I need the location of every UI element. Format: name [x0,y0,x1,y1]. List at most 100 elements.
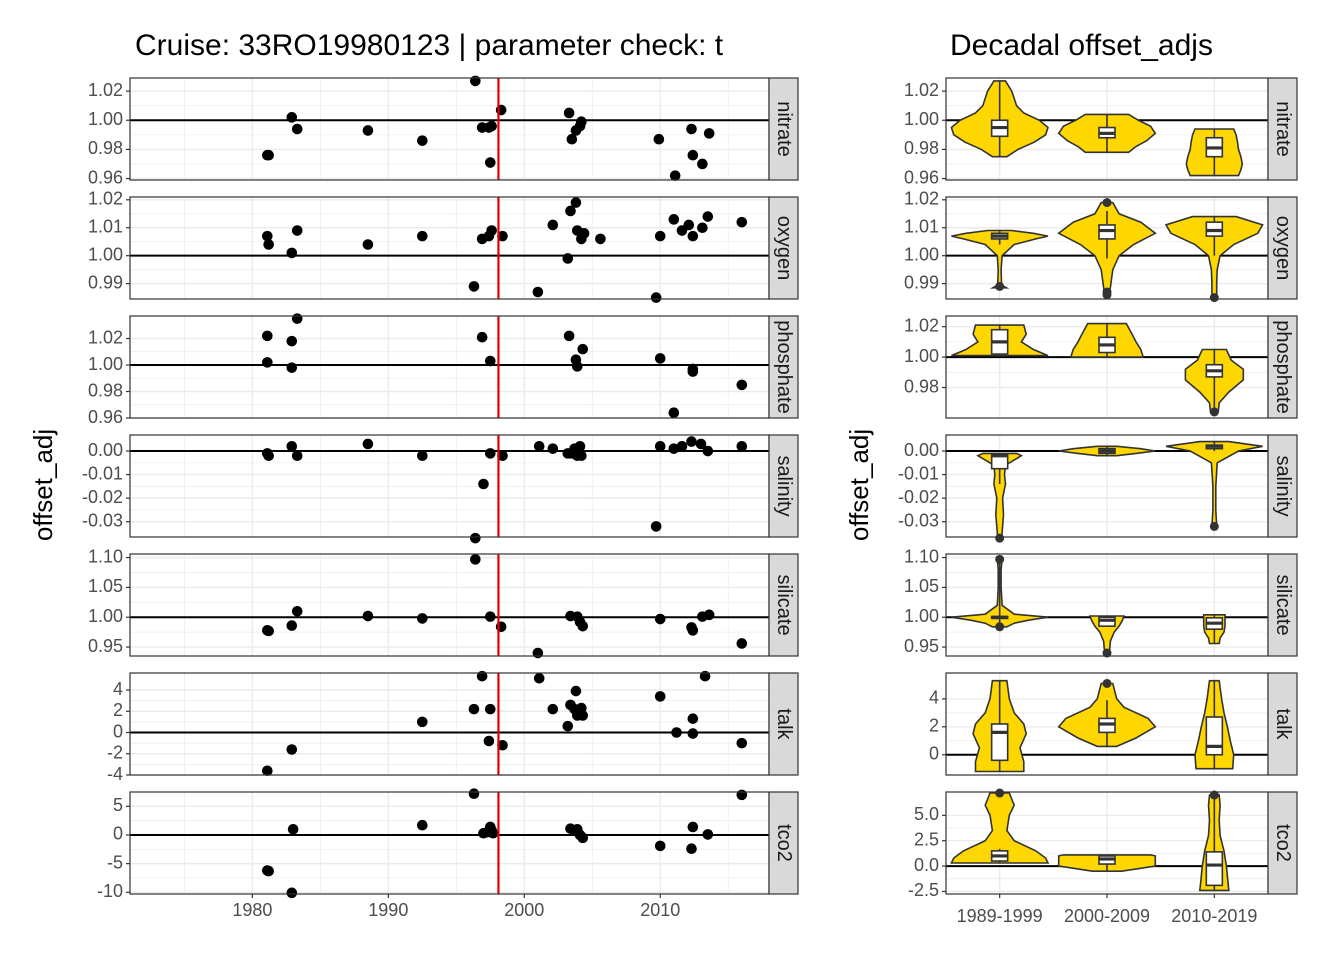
left-panel-phosphate-point [262,330,273,342]
right-x-tick-label: 1989-1999 [957,906,1043,926]
left-panel-salinity-point [263,450,274,462]
left-panel-silicate-point [263,625,274,637]
left-panel-oxygen-point [565,205,576,217]
left-panel-tco2-point [654,840,666,852]
right-panel-tco2-strip [1267,791,1298,895]
left-panel-oxygen-point [570,197,582,208]
right-panel-phosphate-outlier [1209,407,1219,417]
left-panel-nitrate-point [566,133,578,145]
right-panel-oxygen-outlier [1102,198,1112,208]
left-panel-phosphate-point [577,343,589,355]
right-panel-talk-y-tick-label: 0 [929,743,939,763]
left-panel-tco2-point [577,832,589,844]
left-panel-salinity-y-tick-label: -0.03 [82,510,123,530]
left-panel-oxygen-point [417,230,428,242]
left-panel-tco2: -10 -5 0 5 1980 1990 2000 2010 [97,788,769,920]
right-panel-nitrate-y-tick-label: 0.98 [904,138,939,158]
left-panel-nitrate-point [417,135,428,146]
left-panel-oxygen-point [668,214,680,225]
left-panel-silicate-point [362,610,374,622]
left-panel-oxygen: 0.99 1.00 1.01 1.02 [88,189,769,303]
left-panel-tco2-strip-label: tco2 [773,824,795,862]
left-panel-salinity-point [574,441,586,452]
left-panel-phosphate-point [484,355,496,367]
left-panel-talk-point [562,720,574,732]
right-panel-nitrate-y-tick-label: 1.02 [904,80,939,100]
left-panel-nitrate: 0.96 0.98 1.00 1.02 [88,75,769,187]
left-panel-oxygen-point [263,239,274,250]
left-panel-talk-point [286,744,298,755]
left-panel-salinity-point [362,438,374,450]
left-panel-nitrate-point [687,149,699,161]
left-panel-phosphate-point [687,366,699,377]
right-panel-silicate-outlier [995,622,1005,632]
right-panel-silicate-y-tick-label: 0.95 [904,636,939,656]
right-panel-phosphate-strip [1267,315,1298,419]
left-panel-phosphate-y-tick-label: 0.98 [88,380,123,400]
right-panel-tco2-y-tick-label: 2.5 [914,829,939,849]
right-panel-oxygen-y-tick-label: 1.02 [904,189,939,209]
left-panel-oxygen-point [683,219,695,231]
right-panel-talk-y-tick-label: 2 [929,716,939,736]
left-panel-silicate-y-tick-label: 1.00 [88,606,123,626]
left-panel-oxygen-point [262,230,273,242]
left-panel-silicate-y-tick-label: 1.10 [88,546,123,566]
left-panel-phosphate-point [572,361,583,372]
left-panel-talk-point [484,703,496,715]
right-panel-oxygen-violin [1164,215,1264,299]
left-panel-salinity-y-tick-label: 0.00 [88,440,123,460]
left-panel-salinity-point [286,441,298,452]
left-panel-talk-point [687,728,699,739]
left-panel-salinity-point [533,441,545,452]
left-panel-phosphate-y-tick-label: 0.96 [88,407,123,427]
left-panel-silicate-point [577,620,589,632]
left-panel-salinity-point [676,441,688,452]
left-y-axis-label: offset_adj [28,429,58,541]
left-panel-salinity-strip [768,434,799,538]
left-panel-oxygen-point [486,225,497,236]
left-panel-salinity-y-tick-label: -0.01 [82,463,123,483]
right-panel-tco2-y-tick-label: 5.0 [914,804,939,824]
left-panel-salinity-point [291,450,303,462]
right-panel-talk-box [1205,716,1224,756]
left-panel-nitrate-point [563,107,575,119]
left-panel-tco2-point [736,789,748,801]
left-panel-phosphate-point [262,357,273,368]
left-panel-talk-y-tick-label: -2 [107,743,123,763]
right-panel-talk-box [990,723,1009,762]
left-panel-nitrate-point [263,149,274,161]
left-panel-phosphate-y-tick-label: 1.00 [88,354,123,374]
left-panel-oxygen-point [702,211,714,222]
left-panel-oxygen-point [291,225,303,236]
left-panel-talk-point [533,673,545,684]
right-chart-title: Decadal offset_adjs [950,29,1213,62]
left-panel-tco2-y-tick-label: 0 [113,824,123,844]
right-x-tick-label: 2010-2019 [1171,906,1257,926]
left-panel-silicate-point [417,613,428,624]
left-panel-oxygen-y-tick-label: 1.02 [88,189,123,209]
left-panel-talk-point [468,703,480,715]
left-panel-nitrate-point [697,158,708,170]
left-panel-talk-point [417,716,428,728]
right-panel-tco2-strip-label: tco2 [1272,824,1294,862]
left-panel-talk-point [497,739,508,751]
left-panel-salinity-point [736,441,748,452]
right-panel-silicate-y-tick-label: 1.05 [904,576,939,596]
left-panel-oxygen-point [578,228,590,239]
left-panel-talk-y-tick-label: 4 [113,679,123,699]
left-panel-talk-y-tick-label: 0 [113,721,123,741]
left-panel-silicate-strip [768,553,799,657]
left-panel-tco2-point [287,823,299,835]
right-panel-oxygen-strip [1267,196,1298,300]
right-panel-tco2: -2.5 0.0 2.5 5.0 1989-1999 2000-2009 2010-2019 [908,788,1268,926]
right-panel-talk-outlier [1102,678,1112,688]
right-panel-tco2-box [1205,851,1224,887]
left-panel-nitrate-y-tick-label: 0.96 [88,167,123,187]
left-panel-talk-point [483,735,495,747]
left-panel-silicate-point [687,625,699,636]
left-panel-oxygen-point [697,222,708,234]
left-panel-phosphate-point [291,313,303,324]
left-panel-tco2-point [687,821,699,833]
left-panel-tco2-point [263,865,274,877]
